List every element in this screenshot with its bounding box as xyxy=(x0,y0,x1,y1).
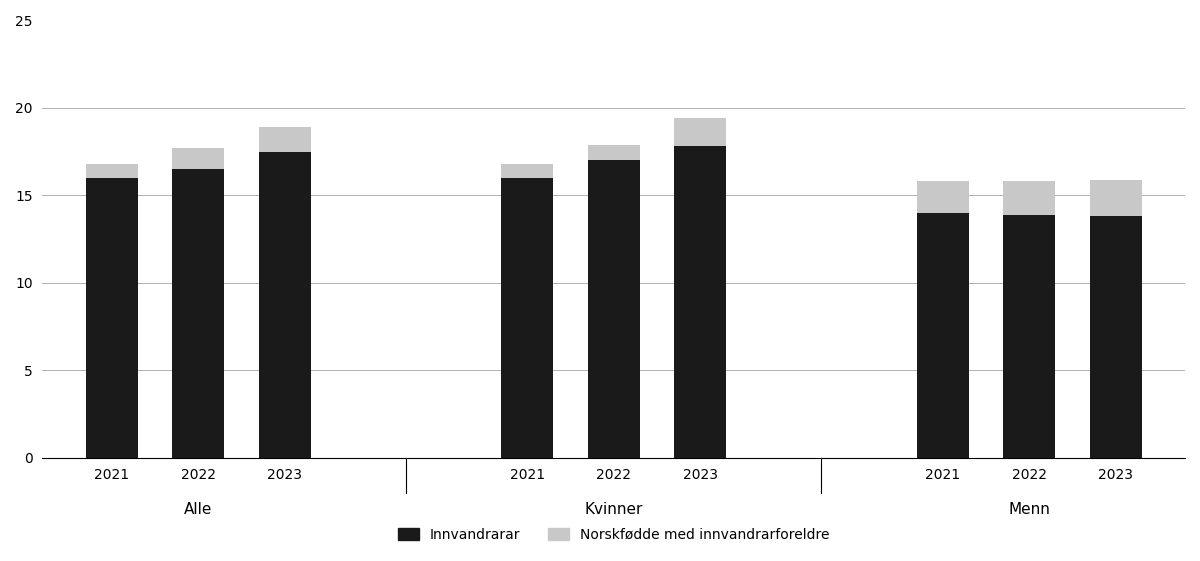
Bar xyxy=(172,169,224,458)
Legend: Innvandrarar, Norskfødde med innvandrarforeldre: Innvandrarar, Norskfødde med innvandrarf… xyxy=(392,522,835,547)
Bar xyxy=(588,145,640,160)
Bar xyxy=(1090,217,1141,458)
Bar xyxy=(1003,215,1055,458)
Text: Menn: Menn xyxy=(1008,502,1050,517)
Bar xyxy=(1090,180,1141,217)
Bar xyxy=(85,178,138,458)
Bar xyxy=(502,178,553,458)
Bar xyxy=(259,151,311,458)
Bar xyxy=(502,164,553,178)
Bar xyxy=(917,213,968,458)
Bar xyxy=(588,160,640,458)
Bar xyxy=(674,118,726,146)
Bar xyxy=(1003,181,1055,215)
Bar xyxy=(172,148,224,169)
Text: Kvinner: Kvinner xyxy=(584,502,643,517)
Text: Alle: Alle xyxy=(184,502,212,517)
Bar xyxy=(85,164,138,178)
Bar xyxy=(259,127,311,151)
Bar xyxy=(917,181,968,213)
Bar xyxy=(674,146,726,458)
